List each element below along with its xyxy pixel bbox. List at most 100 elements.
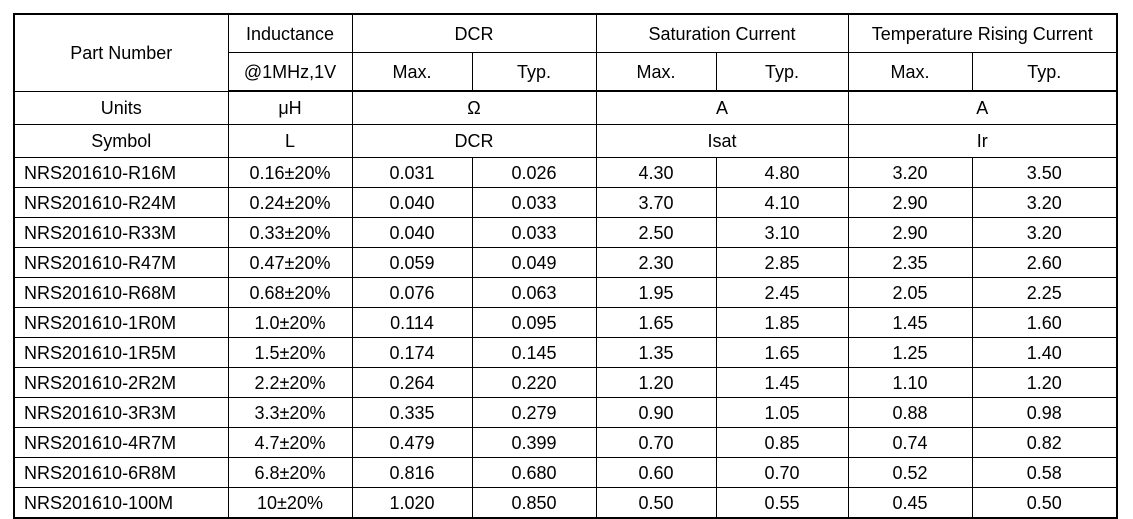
isat-typ-cell: 2.85 (715, 247, 849, 278)
isat-typ-cell: 4.80 (715, 157, 849, 188)
part-number-cell: NRS201610-1R0M (13, 307, 229, 338)
dcr-max-cell: 0.114 (351, 307, 473, 338)
header-inductance-condition: @1MHz,1V (227, 52, 353, 92)
header-part-number: Part Number (13, 13, 229, 92)
header-isat-max: Max. (595, 52, 717, 92)
table-row: NRS201610-1R0M 1.0±20% 0.114 0.095 1.65 1.85 1… (13, 307, 1118, 338)
dcr-max-cell: 0.040 (351, 217, 473, 248)
inductance-cell: 0.24±20% (227, 187, 353, 218)
table-row: NRS201610-R68M 0.68±20% 0.076 0.063 1.95 2.45… (13, 277, 1118, 308)
dcr-typ-cell: 0.049 (471, 247, 597, 278)
units-dcr: Ω (351, 90, 597, 125)
inductance-cell: 1.5±20% (227, 337, 353, 368)
inductance-cell: 0.16±20% (227, 157, 353, 188)
isat-typ-cell: 2.45 (715, 277, 849, 308)
inductance-cell: 3.3±20% (227, 397, 353, 428)
symbol-temp-rising: Ir (847, 124, 1118, 158)
isat-max-cell: 1.65 (595, 307, 717, 338)
inductance-cell: 0.47±20% (227, 247, 353, 278)
isat-typ-cell: 1.05 (715, 397, 849, 428)
dcr-max-cell: 0.264 (351, 367, 473, 398)
dcr-max-cell: 0.040 (351, 187, 473, 218)
part-number-cell: NRS201610-R24M (13, 187, 229, 218)
symbol-dcr: DCR (351, 124, 597, 158)
ir-typ-cell: 3.20 (971, 187, 1118, 218)
dcr-max-cell: 0.076 (351, 277, 473, 308)
part-number-cell: NRS201610-3R3M (13, 397, 229, 428)
part-number-cell: NRS201610-6R8M (13, 457, 229, 488)
table-body: NRS201610-R16M 0.16±20% 0.031 0.026 4.30 4.80… (13, 157, 1118, 519)
isat-max-cell: 1.95 (595, 277, 717, 308)
header-dcr-typ: Typ. (471, 52, 597, 92)
table-row: NRS201610-R33M 0.33±20% 0.040 0.033 2.50 3.10… (13, 217, 1118, 248)
inductance-cell: 0.68±20% (227, 277, 353, 308)
ir-max-cell: 2.90 (847, 217, 973, 248)
part-number-cell: NRS201610-100M (13, 487, 229, 519)
isat-typ-cell: 4.10 (715, 187, 849, 218)
inductance-cell: 6.8±20% (227, 457, 353, 488)
header-dcr-max: Max. (351, 52, 473, 92)
table-row: NRS201610-3R3M 3.3±20% 0.335 0.279 0.90 1.05 0… (13, 397, 1118, 428)
inductance-cell: 0.33±20% (227, 217, 353, 248)
part-number-cell: NRS201610-R33M (13, 217, 229, 248)
inductance-cell: 1.0±20% (227, 307, 353, 338)
part-number-cell: NRS201610-R68M (13, 277, 229, 308)
dcr-typ-cell: 0.145 (471, 337, 597, 368)
units-label: Units (13, 90, 229, 125)
table-row: NRS201610-100M 10±20% 1.020 0.850 0.50 0.55 0.… (13, 487, 1118, 519)
dcr-typ-cell: 0.033 (471, 217, 597, 248)
table-row: NRS201610-6R8M 6.8±20% 0.816 0.680 0.60 0.70 0… (13, 457, 1118, 488)
isat-typ-cell: 0.55 (715, 487, 849, 519)
table-row: NRS201610-R16M 0.16±20% 0.031 0.026 4.30 4.80… (13, 157, 1118, 188)
ir-typ-cell: 0.82 (971, 427, 1118, 458)
ir-typ-cell: 1.60 (971, 307, 1118, 338)
ir-max-cell: 1.25 (847, 337, 973, 368)
units-saturation: A (595, 90, 849, 125)
inductance-cell: 4.7±20% (227, 427, 353, 458)
header-isat-typ: Typ. (715, 52, 849, 92)
ir-max-cell: 1.45 (847, 307, 973, 338)
isat-max-cell: 1.20 (595, 367, 717, 398)
ir-typ-cell: 1.20 (971, 367, 1118, 398)
ir-max-cell: 0.45 (847, 487, 973, 519)
ir-typ-cell: 3.20 (971, 217, 1118, 248)
table-row: NRS201610-R47M 0.47±20% 0.059 0.049 2.30 2.85… (13, 247, 1118, 278)
dcr-max-cell: 0.479 (351, 427, 473, 458)
isat-typ-cell: 3.10 (715, 217, 849, 248)
table-row: NRS201610-2R2M 2.2±20% 0.264 0.220 1.20 1.45 1… (13, 367, 1118, 398)
dcr-typ-cell: 0.399 (471, 427, 597, 458)
spec-table: Part Number Inductance DCR Saturation Cu… (13, 13, 1119, 519)
inductance-cell: 10±20% (227, 487, 353, 519)
part-number-cell: NRS201610-2R2M (13, 367, 229, 398)
isat-max-cell: 1.35 (595, 337, 717, 368)
isat-max-cell: 3.70 (595, 187, 717, 218)
isat-max-cell: 4.30 (595, 157, 717, 188)
dcr-typ-cell: 0.026 (471, 157, 597, 188)
ir-typ-cell: 0.58 (971, 457, 1118, 488)
ir-max-cell: 0.74 (847, 427, 973, 458)
isat-typ-cell: 1.65 (715, 337, 849, 368)
header-ir-max: Max. (847, 52, 973, 92)
header-inductance: Inductance (227, 13, 353, 53)
ir-max-cell: 1.10 (847, 367, 973, 398)
dcr-typ-cell: 0.063 (471, 277, 597, 308)
dcr-max-cell: 0.816 (351, 457, 473, 488)
symbol-label: Symbol (13, 124, 229, 158)
ir-max-cell: 0.52 (847, 457, 973, 488)
dcr-typ-cell: 0.033 (471, 187, 597, 218)
units-inductance: μH (227, 90, 353, 125)
isat-max-cell: 0.60 (595, 457, 717, 488)
part-number-cell: NRS201610-1R5M (13, 337, 229, 368)
symbol-inductance: L (227, 124, 353, 158)
table-row: NRS201610-R24M 0.24±20% 0.040 0.033 3.70 4.10… (13, 187, 1118, 218)
isat-max-cell: 2.50 (595, 217, 717, 248)
table-row: NRS201610-1R5M 1.5±20% 0.174 0.145 1.35 1.65 1… (13, 337, 1118, 368)
isat-typ-cell: 1.85 (715, 307, 849, 338)
dcr-max-cell: 1.020 (351, 487, 473, 519)
ir-typ-cell: 1.40 (971, 337, 1118, 368)
isat-max-cell: 0.70 (595, 427, 717, 458)
units-temp-rising: A (847, 90, 1118, 125)
header-temp-rising-current: Temperature Rising Current (847, 13, 1118, 53)
dcr-typ-cell: 0.680 (471, 457, 597, 488)
header-saturation-current: Saturation Current (595, 13, 849, 53)
